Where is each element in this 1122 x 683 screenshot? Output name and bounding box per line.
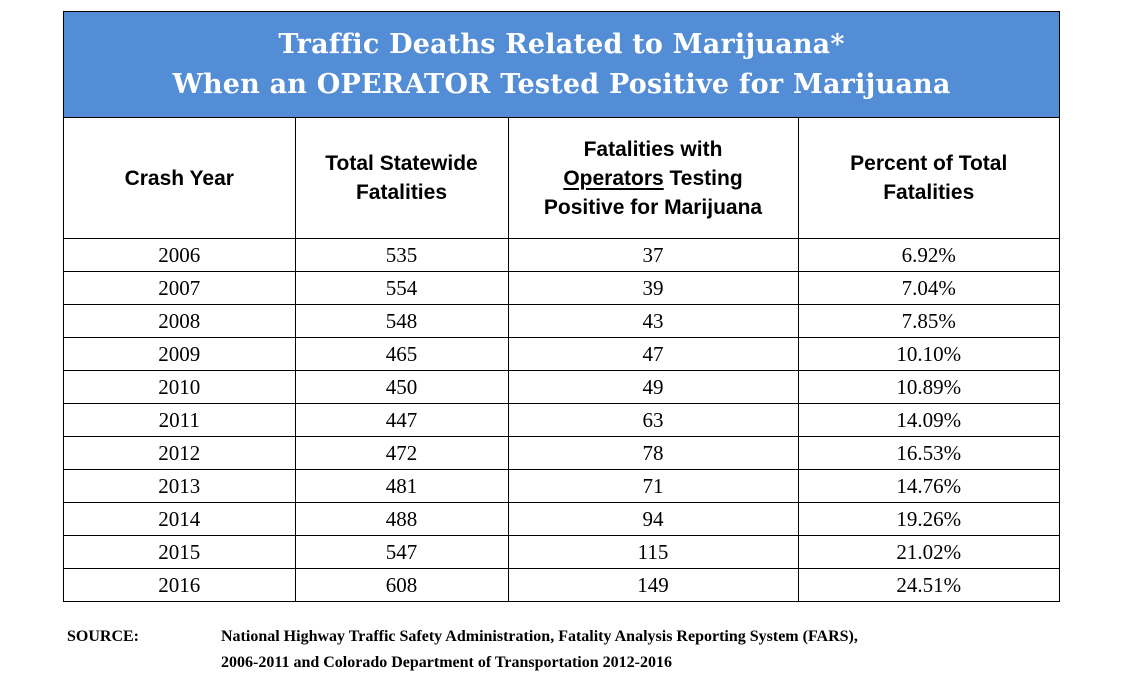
- table-row: 2015 547 115 21.02%: [64, 535, 1059, 569]
- cell-total-fatalities: 481: [295, 469, 509, 503]
- table-row: 2011 447 63 14.09%: [64, 403, 1059, 437]
- cell-percent: 7.85%: [798, 304, 1059, 338]
- cell-percent: 19.26%: [798, 502, 1059, 536]
- table-row: 2008 548 43 7.85%: [64, 304, 1059, 338]
- cell-percent: 24.51%: [896, 572, 962, 597]
- cell-operator-fatalities: 149: [508, 568, 799, 601]
- cell-total-fatalities: 472: [295, 436, 509, 470]
- source-line-1: National Highway Traffic Safety Administ…: [221, 628, 858, 645]
- cell-crash-year: 2015: [64, 535, 296, 569]
- cell-percent: 14.09%: [798, 403, 1059, 437]
- table-header-row: Crash Year Total Statewide Fatalities Fa…: [64, 118, 1059, 239]
- cell-percent: 16.53%: [798, 436, 1059, 470]
- cell-crash-year: 2006: [64, 238, 296, 272]
- source-text: National Highway Traffic Safety Administ…: [221, 624, 1071, 676]
- header-percent-of-total: Percent of Total Fatalities: [798, 118, 1059, 239]
- cell-operator-fatalities: 47: [508, 337, 799, 371]
- cell-operator-fatalities: 43: [508, 304, 799, 338]
- cell-crash-year: 2013: [64, 469, 296, 503]
- cell-percent: 10.89%: [798, 370, 1059, 404]
- underlined-operators: Operators: [563, 166, 664, 190]
- cell-total-fatalities: 554: [295, 271, 509, 305]
- table-row: 2009 465 47 10.10%: [64, 337, 1059, 371]
- cell-crash-year: 2012: [64, 436, 296, 470]
- cell-total-fatalities: 465: [295, 337, 509, 371]
- cell-crash-year: 2016: [64, 568, 296, 601]
- source-line-2: 2006-2011 and Colorado Department of Tra…: [221, 654, 672, 671]
- source-label: SOURCE:: [67, 628, 140, 645]
- cell-crash-year: 2014: [64, 502, 296, 536]
- cell-operator-fatalities: 49: [508, 370, 799, 404]
- cell-percent: 21.02%: [798, 535, 1059, 569]
- header-total-statewide-fatalities: Total Statewide Fatalities: [295, 118, 509, 239]
- cell-total-fatalities: 488: [295, 502, 509, 536]
- cell-percent: 10.10%: [798, 337, 1059, 371]
- cell-total-fatalities: 450: [295, 370, 509, 404]
- fatalities-table-frame: Traffic Deaths Related to Marijuana* Whe…: [63, 11, 1060, 602]
- cell-operator-fatalities: 37: [508, 238, 799, 272]
- cell-total-fatalities: 608: [295, 568, 509, 601]
- table-row: 2012 472 78 16.53%: [64, 436, 1059, 470]
- cell-operator-fatalities: 115: [508, 535, 799, 569]
- cell-operator-fatalities: 71: [508, 469, 799, 503]
- cell-percent: 7.04%: [798, 271, 1059, 305]
- table-row: 2007 554 39 7.04%: [64, 271, 1059, 305]
- cell-total-fatalities: 447: [295, 403, 509, 437]
- table-title: Traffic Deaths Related to Marijuana* Whe…: [64, 12, 1059, 118]
- table-row: 2006 535 37 6.92%: [64, 238, 1059, 272]
- cell-operator-fatalities: 63: [508, 403, 799, 437]
- header-operator-fatalities: Fatalities with Operators Testing Positi…: [508, 118, 799, 239]
- cell-percent: 14.76%: [798, 469, 1059, 503]
- table-row: 2016 608 149 24.51%: [64, 568, 1059, 601]
- table-body: 2006 535 37 6.92% 2007 554 39 7.04% 2008 548 43 7.8…: [64, 238, 1059, 601]
- cell-operator-fatalities: 39: [508, 271, 799, 305]
- cell-crash-year: 2007: [64, 271, 296, 305]
- cell-crash-year: 2010: [64, 370, 296, 404]
- cell-percent: 6.92%: [798, 238, 1059, 272]
- cell-crash-year: 2009: [64, 337, 296, 371]
- cell-operator-fatalities: 94: [508, 502, 799, 536]
- cell-total-fatalities: 547: [295, 535, 509, 569]
- fatalities-table: Crash Year Total Statewide Fatalities Fa…: [64, 118, 1059, 601]
- table-row: 2010 450 49 10.89%: [64, 370, 1059, 404]
- cell-operator-fatalities: 78: [508, 436, 799, 470]
- table-row: 2014 488 94 19.26%: [64, 502, 1059, 536]
- cell-total-fatalities: 548: [295, 304, 509, 338]
- cell-total-fatalities: 535: [295, 238, 509, 272]
- table-title-line-1: Traffic Deaths Related to Marijuana*: [278, 28, 845, 60]
- cell-crash-year: 2011: [64, 403, 296, 437]
- cell-crash-year: 2008: [64, 304, 296, 338]
- header-crash-year: Crash Year: [64, 118, 296, 239]
- table-row: 2013 481 71 14.76%: [64, 469, 1059, 503]
- table-title-line-2: When an OPERATOR Tested Positive for Mar…: [172, 68, 951, 100]
